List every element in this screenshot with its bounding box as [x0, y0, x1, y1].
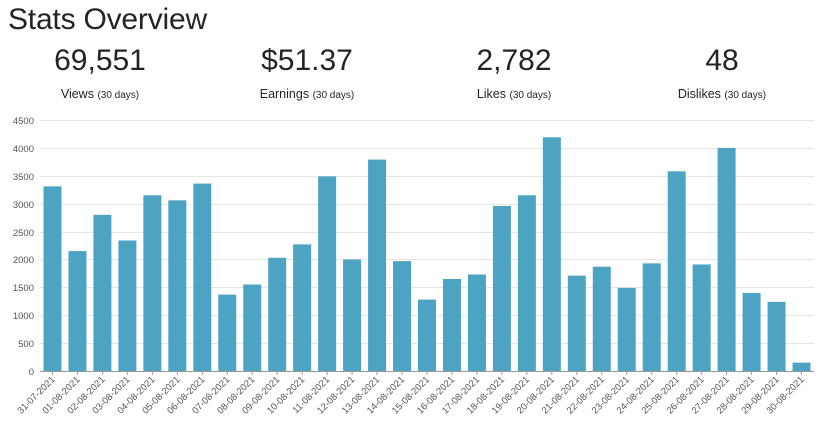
bar-04-08-2021[interactable] — [143, 195, 162, 371]
bar-30-08-2021[interactable] — [792, 362, 811, 371]
bar-14-08-2021[interactable] — [393, 261, 412, 371]
bar-22-08-2021[interactable] — [592, 266, 611, 371]
bar-chart: 0 500 1000 1500 2000 2500 3000 3500 4000 4500 31-… — [13, 116, 814, 416]
bar-06-08-2021[interactable] — [193, 183, 212, 371]
y-axis: 0 500 1000 1500 2000 2500 3000 3500 4000 4500 — [13, 116, 34, 378]
bar-18-08-2021[interactable] — [492, 205, 511, 371]
stat-earnings: $51.37 Earnings (30 days) — [207, 44, 407, 103]
bar-09-08-2021[interactable] — [268, 257, 287, 371]
stat-earnings-period: (30 days) — [312, 90, 355, 101]
stat-likes-value: 2,782 — [476, 44, 552, 77]
bar-31-07-2021[interactable] — [43, 186, 62, 371]
stat-views-period: (30 days) — [97, 90, 140, 101]
y-tick-label: 500 — [18, 339, 34, 350]
stat-likes: 2,782 Likes (30 days) — [414, 44, 614, 103]
bar-12-08-2021[interactable] — [343, 259, 362, 371]
bar-03-08-2021[interactable] — [118, 240, 137, 371]
bar-21-08-2021[interactable] — [567, 275, 586, 371]
bar-23-08-2021[interactable] — [617, 287, 636, 371]
stat-likes-name: Likes — [476, 87, 506, 101]
bars — [43, 137, 811, 372]
bar-07-08-2021[interactable] — [218, 294, 237, 371]
stat-dislikes-label: Dislikes (30 days) — [622, 87, 819, 103]
bar-17-08-2021[interactable] — [467, 274, 486, 372]
y-tick-label: 4500 — [13, 116, 34, 127]
bar-08-08-2021[interactable] — [243, 284, 262, 371]
bar-28-08-2021[interactable] — [742, 292, 761, 371]
stat-earnings-label: Earnings (30 days) — [207, 87, 407, 103]
stat-dislikes-period: (30 days) — [724, 90, 767, 101]
stats-row: 69,551 Views (30 days) $51.37 Earnings (… — [0, 44, 819, 106]
bar-10-08-2021[interactable] — [293, 244, 312, 371]
y-tick-label: 4000 — [13, 144, 34, 155]
stat-dislikes-value: 48 — [705, 44, 739, 77]
stat-views-label: Views (30 days) — [0, 87, 200, 103]
bar-26-08-2021[interactable] — [692, 264, 711, 371]
stat-likes-label: Likes (30 days) — [414, 87, 614, 103]
y-tick-label: 3500 — [13, 172, 34, 183]
x-axis: 31-07-202101-08-202102-08-202103-08-2021… — [15, 371, 814, 416]
y-tick-label: 3000 — [13, 200, 34, 211]
stat-earnings-name: Earnings — [259, 87, 310, 101]
y-tick-label: 2000 — [13, 255, 34, 266]
stat-views-value: 69,551 — [54, 44, 146, 77]
bar-11-08-2021[interactable] — [318, 176, 337, 371]
stat-likes-period: (30 days) — [509, 90, 552, 101]
stat-views: 69,551 Views (30 days) — [0, 44, 200, 103]
y-tick-label: 2500 — [13, 228, 34, 239]
bar-20-08-2021[interactable] — [542, 137, 561, 371]
bar-19-08-2021[interactable] — [517, 195, 536, 371]
bar-16-08-2021[interactable] — [442, 278, 461, 371]
bar-29-08-2021[interactable] — [767, 301, 786, 371]
page-title: Stats Overview — [8, 3, 207, 36]
stat-dislikes-name: Dislikes — [677, 87, 721, 101]
bar-25-08-2021[interactable] — [667, 171, 686, 371]
stat-earnings-value: $51.37 — [261, 44, 353, 77]
bar-13-08-2021[interactable] — [368, 159, 387, 371]
bar-01-08-2021[interactable] — [68, 251, 87, 371]
y-tick-label: 1500 — [13, 283, 34, 294]
bar-02-08-2021[interactable] — [93, 214, 112, 371]
stat-views-name: Views — [60, 87, 94, 101]
bar-15-08-2021[interactable] — [418, 299, 436, 371]
bar-24-08-2021[interactable] — [642, 263, 661, 371]
y-tick-label: 1000 — [13, 311, 34, 322]
bar-27-08-2021[interactable] — [717, 147, 736, 371]
bar-05-08-2021[interactable] — [168, 200, 187, 371]
stat-dislikes: 48 Dislikes (30 days) — [622, 44, 819, 103]
y-tick-label: 0 — [29, 367, 34, 378]
